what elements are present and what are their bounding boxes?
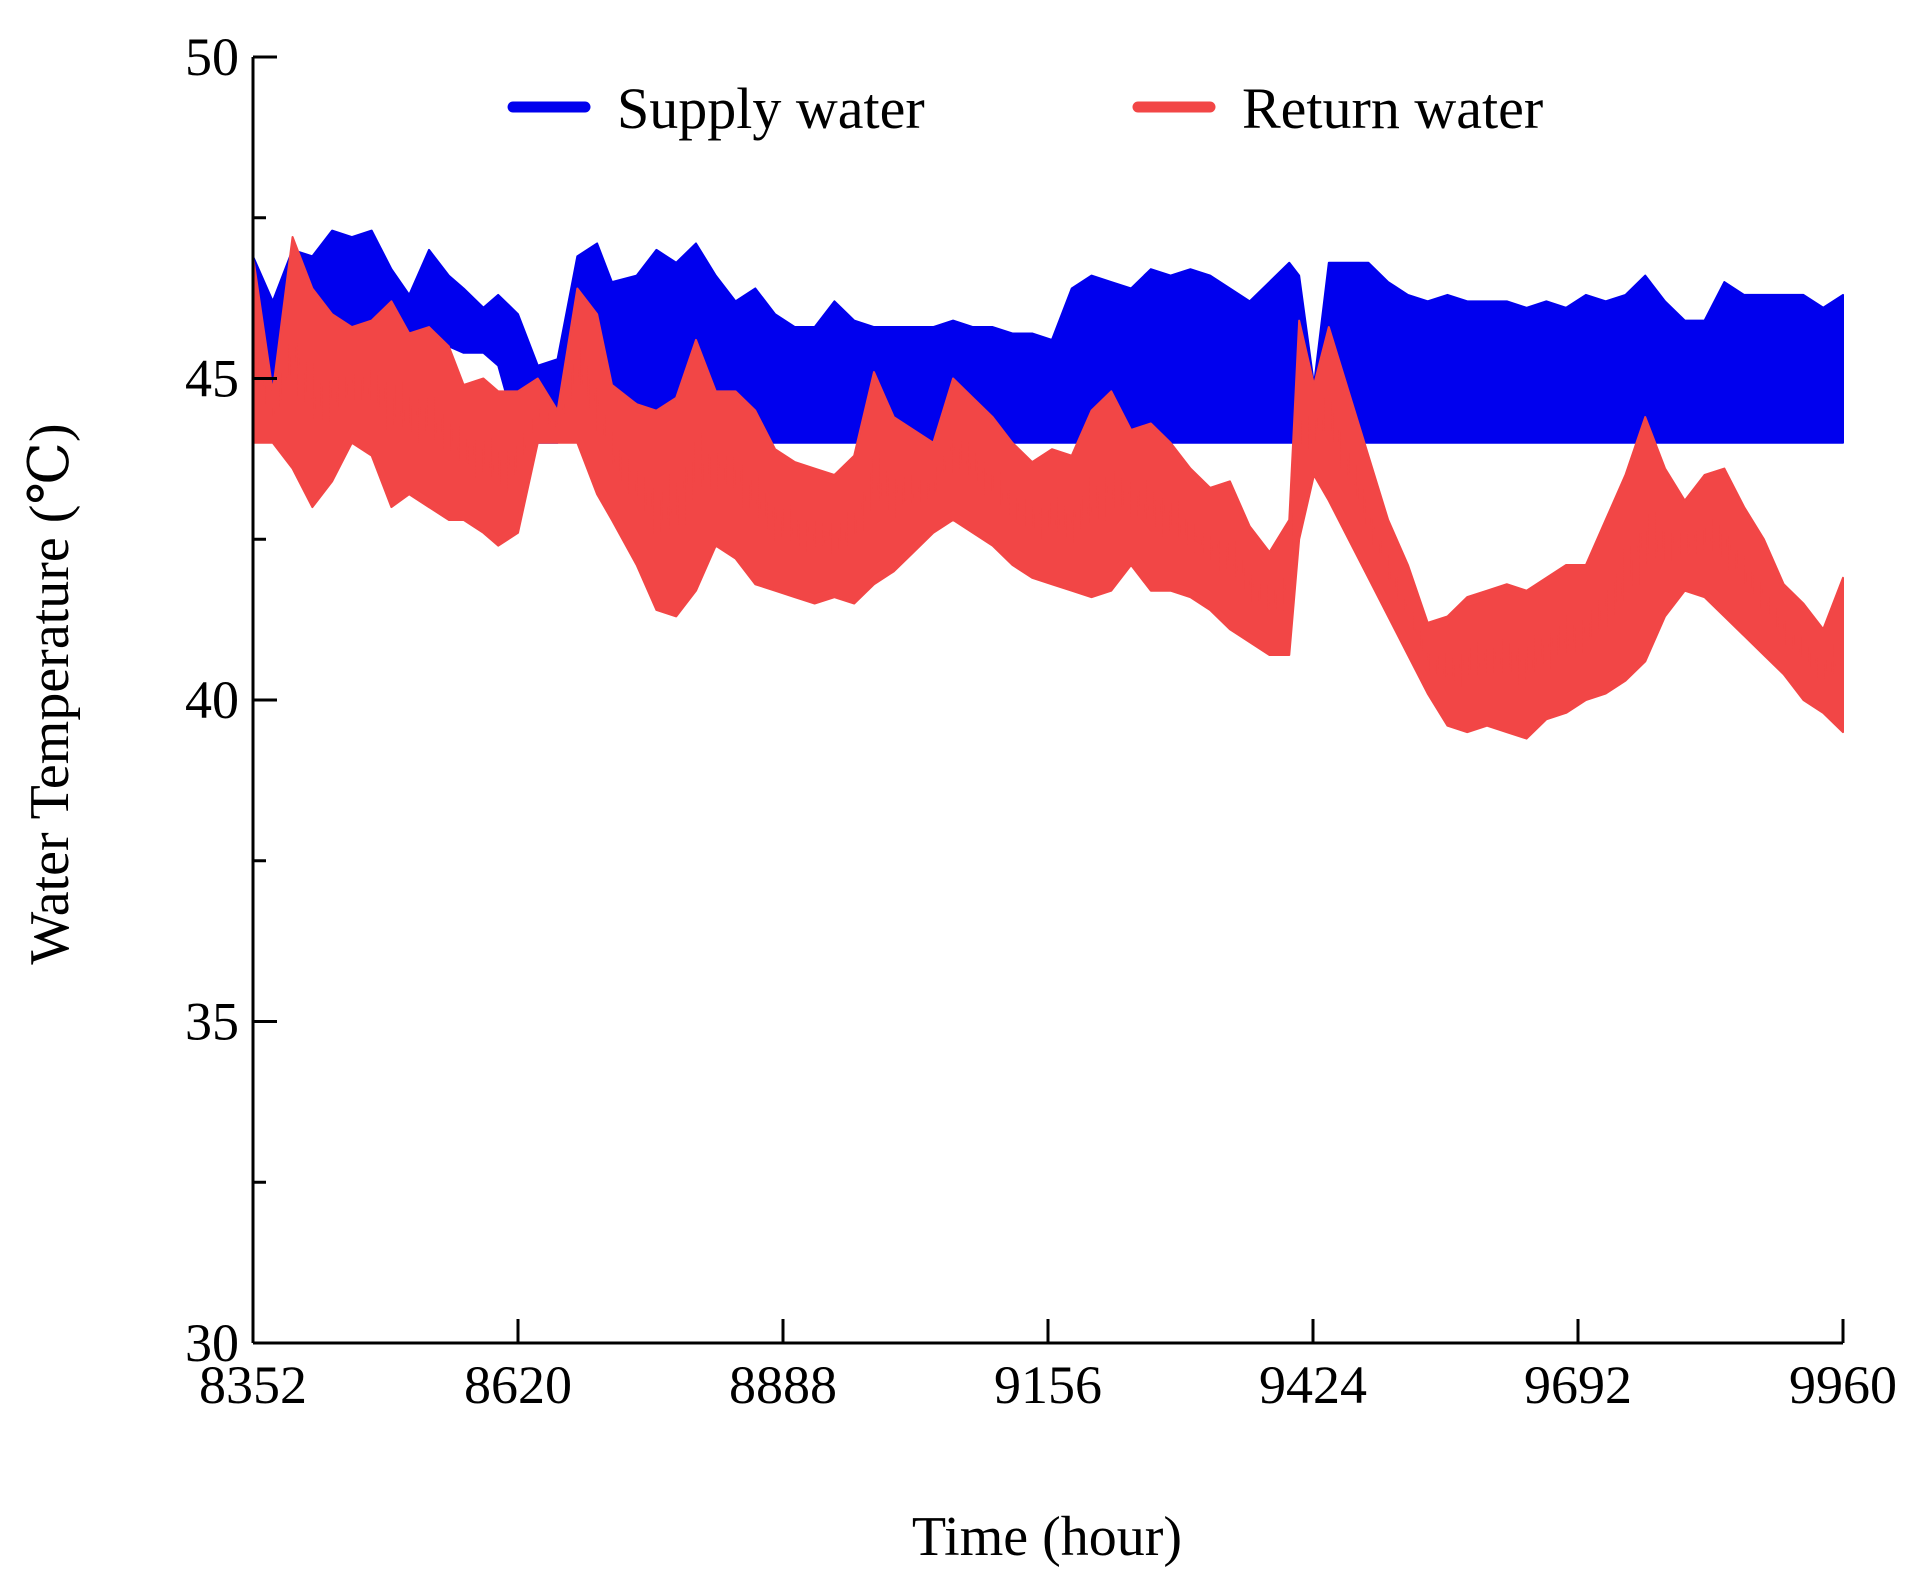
y-tick-label: 30: [185, 1313, 239, 1373]
series-line-return: [252, 240, 1843, 739]
legend-label-supply: Supply water: [617, 76, 925, 141]
x-tick-label: 8620: [464, 1355, 572, 1415]
y-tick-label: 50: [185, 27, 239, 87]
ticks: [251, 55, 1845, 1345]
y-tick-label: 40: [185, 670, 239, 730]
legend-label-return: Return water: [1242, 76, 1543, 141]
x-tick-label: 9156: [994, 1355, 1102, 1415]
series-layer: [252, 229, 1844, 740]
x-tick-label: 9424: [1259, 1355, 1367, 1415]
legend: Supply water Return water: [507, 76, 1543, 141]
x-tick-label: 9960: [1789, 1355, 1897, 1415]
series-band-return: [252, 236, 1844, 740]
tick-labels: 30 35 40 45 50 8352 8620 8888 9156 9424 9692 9960: [185, 27, 1897, 1415]
y-tick-label: 45: [185, 349, 239, 409]
x-tick-label: 9692: [1524, 1355, 1632, 1415]
axes: [251, 57, 1843, 1345]
x-tick-label: 8888: [729, 1355, 837, 1415]
x-axis-title: Time (hour): [912, 1506, 1182, 1568]
x-tick-label: 8352: [199, 1355, 307, 1415]
y-tick-label: 35: [185, 992, 239, 1052]
y-axis-title: Water Temperature (℃): [19, 423, 81, 964]
